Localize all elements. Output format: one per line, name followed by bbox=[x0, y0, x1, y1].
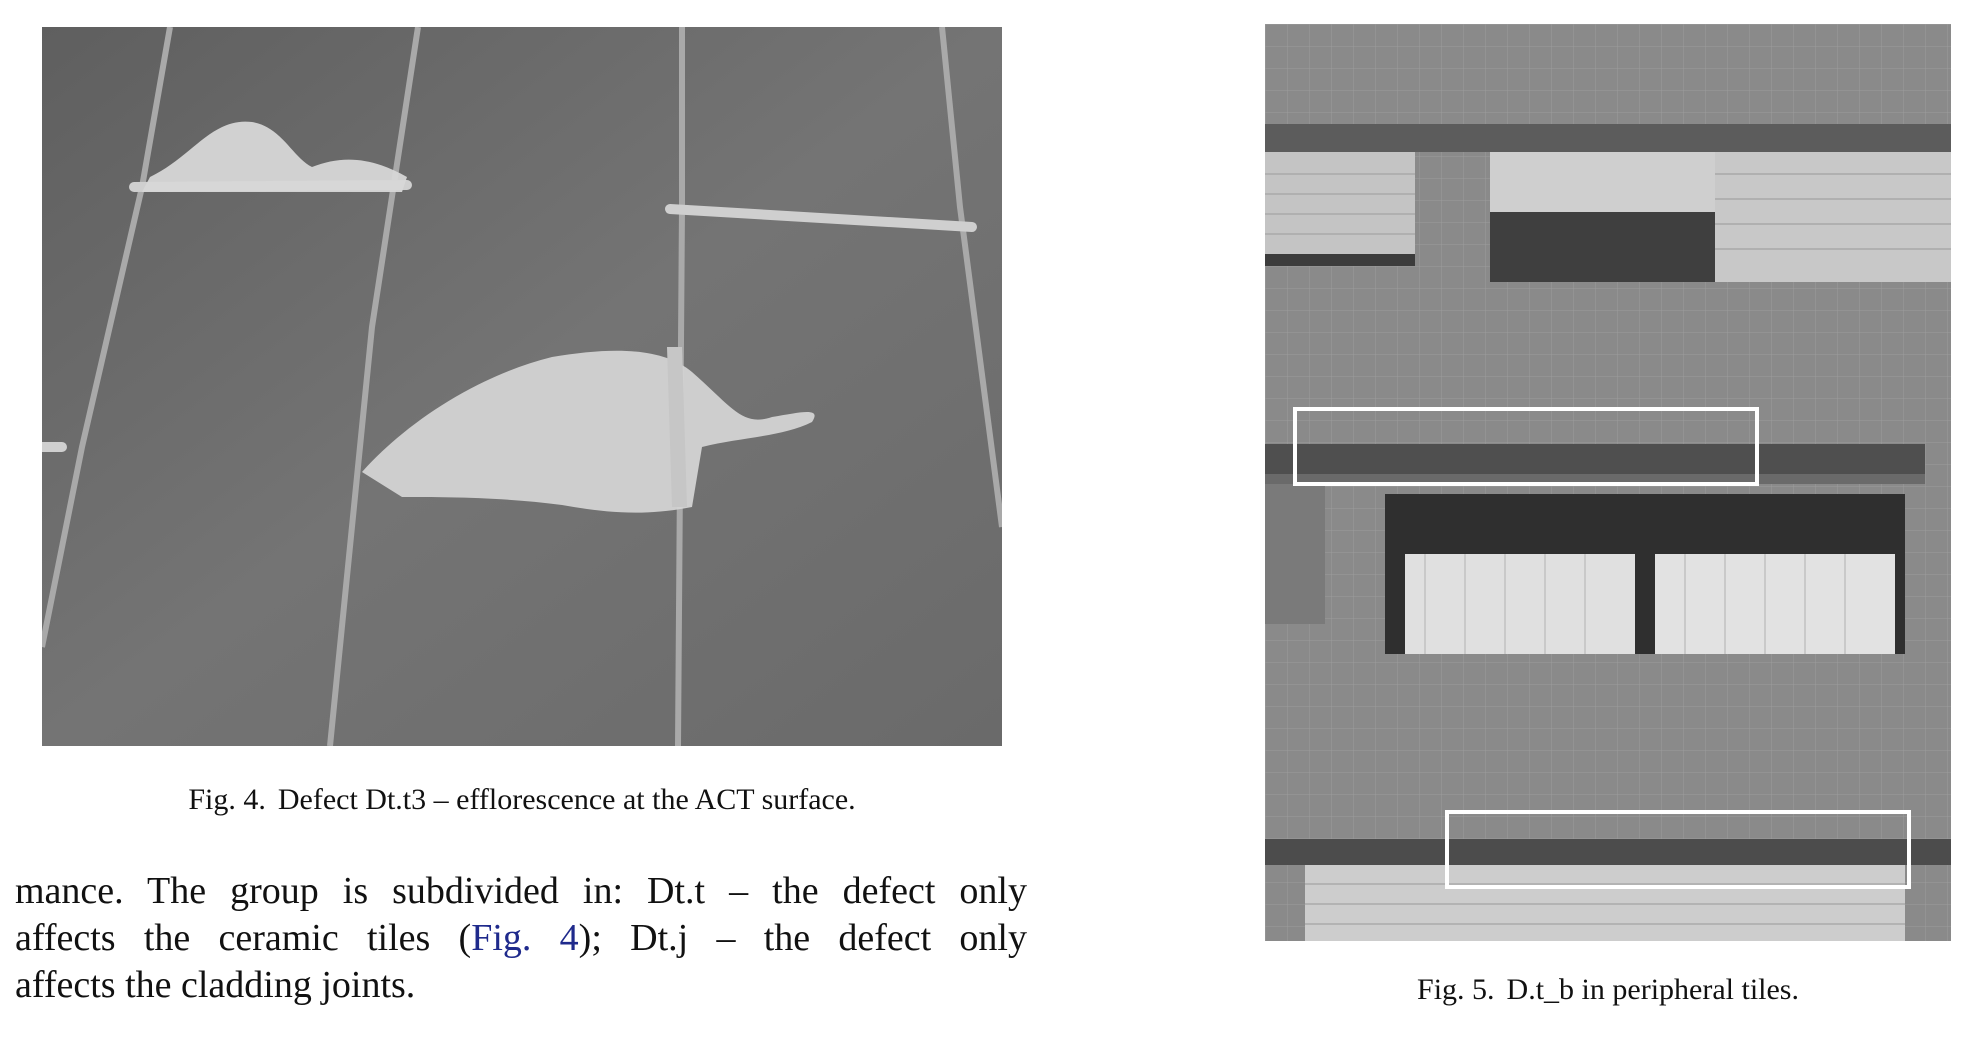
efflorescence-photo-image bbox=[42, 27, 1002, 746]
fig5-label: Fig. 5. bbox=[1417, 973, 1495, 1006]
fig4-label: Fig. 4. bbox=[188, 783, 266, 816]
highlight-box-upper bbox=[1293, 407, 1759, 486]
highlight-box-lower bbox=[1445, 810, 1911, 889]
body-line-2: affects the ceramic tiles (Fig. 4); Dt.j… bbox=[15, 915, 1027, 962]
fig5-caption: Fig. 5. D.t_b in peripheral tiles. bbox=[1265, 972, 1951, 1008]
body-line-2-end: ); Dt.j – the defect only bbox=[578, 917, 1027, 959]
fig4-reference-link[interactable]: Fig. 4 bbox=[471, 917, 579, 959]
fig5-caption-text: D.t_b in peripheral tiles. bbox=[1506, 973, 1799, 1006]
building-facade-photo-image bbox=[1265, 24, 1951, 941]
fig4-caption-text: Defect Dt.t3 – efflorescence at the ACT … bbox=[277, 783, 856, 816]
body-line-1: mance. The group is subdivided in: Dt.t … bbox=[15, 870, 1027, 912]
body-line-3: affects the cladding joints. bbox=[15, 964, 416, 1006]
fig5-photo bbox=[1265, 24, 1951, 941]
fig4-photo bbox=[42, 27, 1002, 746]
fig4-caption: Fig. 4. Defect Dt.t3 – efflorescence at t… bbox=[42, 782, 1002, 818]
body-line-2-start: affects the ceramic tiles ( bbox=[15, 917, 472, 959]
body-paragraph: mance. The group is subdivided in: Dt.t … bbox=[15, 868, 1027, 1009]
